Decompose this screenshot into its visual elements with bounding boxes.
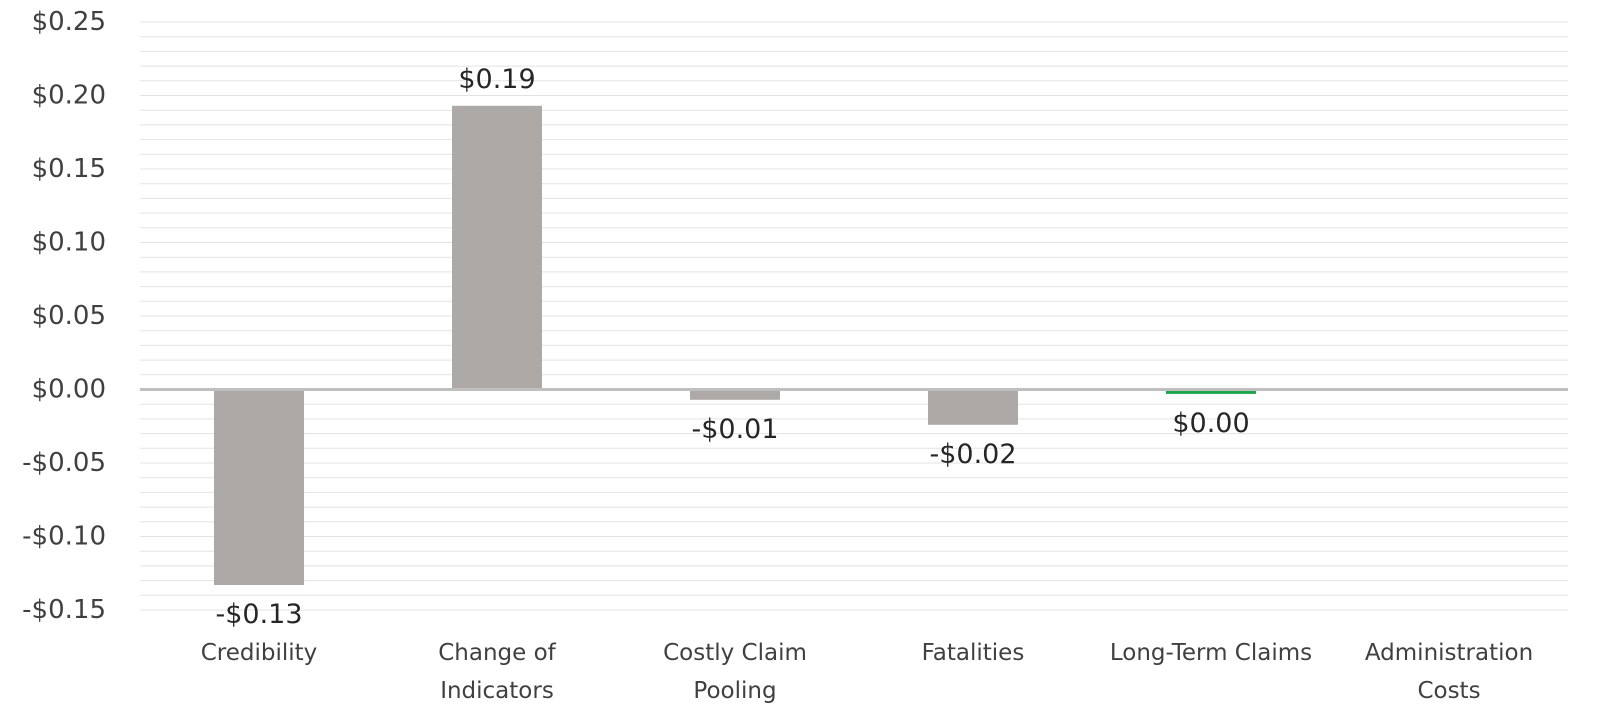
data-labels: -$0.13 $0.19 -$0.01 -$0.02 $0.00 bbox=[215, 64, 1249, 630]
y-tick-label: -$0.10 bbox=[22, 522, 106, 552]
data-label: -$0.13 bbox=[215, 599, 302, 630]
x-tick-label: Credibility bbox=[201, 640, 318, 666]
x-tick-label: Change of Indicators bbox=[438, 640, 556, 704]
y-tick-label: -$0.05 bbox=[22, 448, 106, 478]
x-tick-label: Long-Term Claims bbox=[1110, 640, 1312, 666]
y-axis-ticks: $0.25 $0.20 $0.15 $0.10 $0.05 $0.00 -$0.05 -$0.… bbox=[22, 7, 106, 625]
y-tick-label: $0.20 bbox=[32, 81, 106, 111]
bar bbox=[1166, 389, 1256, 394]
grid-lines bbox=[140, 21, 1568, 611]
y-tick-label: $0.05 bbox=[32, 301, 106, 331]
x-tick-label: Fatalities bbox=[922, 640, 1025, 666]
x-tick-label: Administration Costs bbox=[1365, 640, 1533, 704]
data-label: $0.19 bbox=[458, 64, 535, 95]
y-tick-label: $0.15 bbox=[32, 154, 106, 184]
bar bbox=[928, 389, 1018, 425]
x-axis-ticks: Credibility Change of Indicators Costly Cla… bbox=[201, 640, 1533, 704]
bar bbox=[452, 105, 542, 390]
y-tick-label: $0.10 bbox=[32, 228, 106, 258]
data-label: $0.00 bbox=[1172, 408, 1249, 439]
bars bbox=[214, 105, 1256, 586]
x-tick-label: Costly Claim Pooling bbox=[663, 640, 807, 704]
y-tick-label: $0.00 bbox=[32, 375, 106, 405]
data-label: -$0.01 bbox=[691, 414, 778, 445]
y-tick-label: -$0.15 bbox=[22, 595, 106, 625]
y-tick-label: $0.25 bbox=[32, 7, 106, 37]
data-label: -$0.02 bbox=[929, 439, 1016, 470]
bar bbox=[690, 389, 780, 400]
bar bbox=[214, 389, 304, 586]
